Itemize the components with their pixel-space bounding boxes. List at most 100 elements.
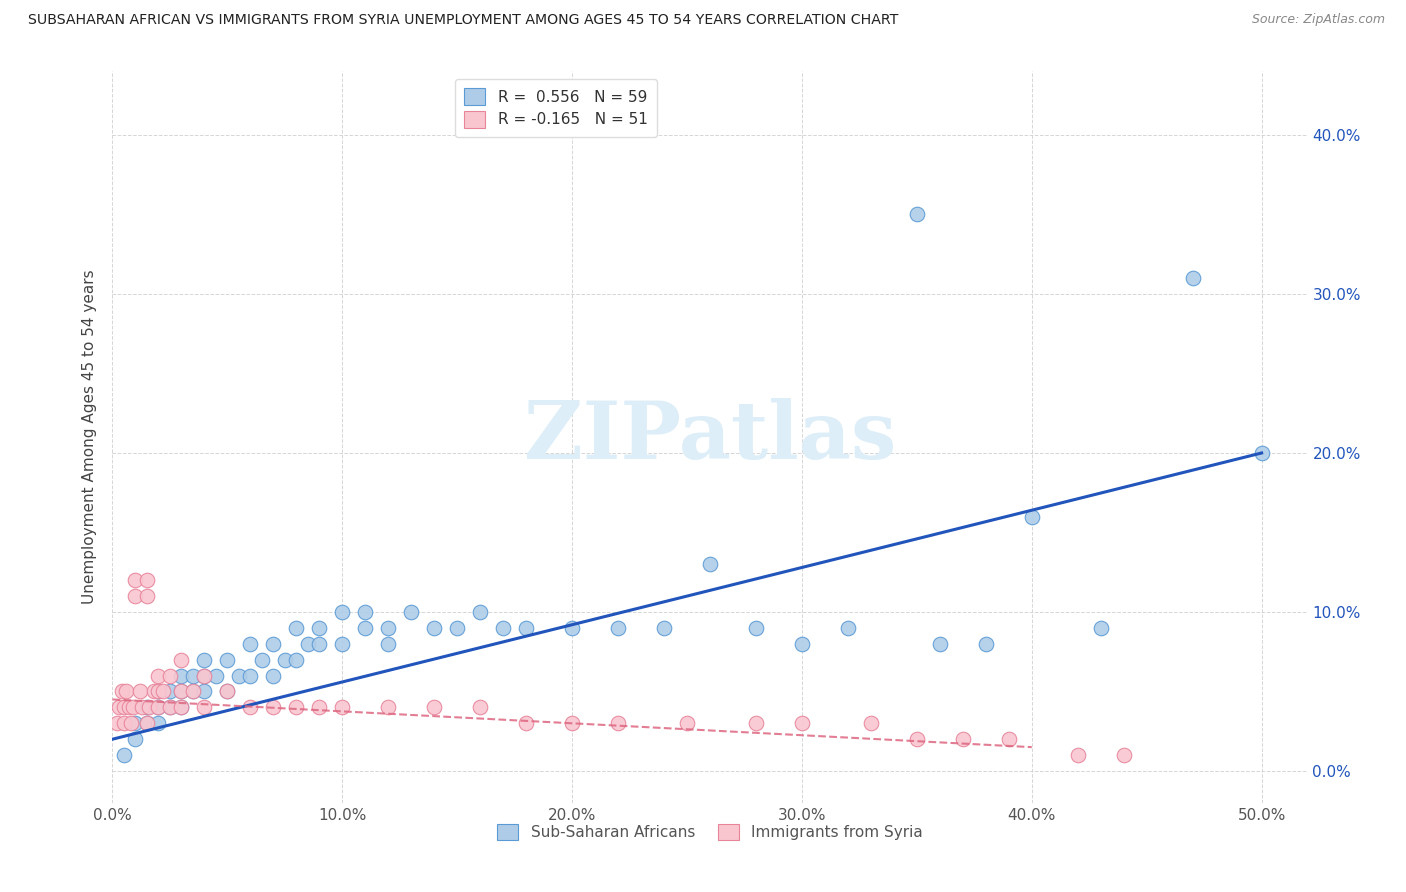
Point [330, 637, 353, 651]
Point [285, 621, 308, 635]
Point [377, 637, 399, 651]
Point [124, 716, 146, 731]
Point [170, 684, 193, 698]
Point [148, 716, 170, 731]
Point [193, 668, 215, 682]
Point [105, 716, 128, 731]
Point [607, 621, 630, 635]
Point [124, 573, 146, 587]
Point [699, 558, 721, 572]
Point [1067, 748, 1090, 763]
Point [159, 684, 181, 698]
Point [1090, 621, 1112, 635]
Text: SUBSAHARAN AFRICAN VS IMMIGRANTS FROM SYRIA UNEMPLOYMENT AMONG AGES 45 TO 54 YEA: SUBSAHARAN AFRICAN VS IMMIGRANTS FROM SY… [28, 13, 898, 28]
Point [423, 700, 446, 714]
Point [492, 621, 515, 635]
Point [905, 207, 928, 221]
Point [354, 621, 377, 635]
Point [115, 684, 138, 698]
Point [262, 700, 284, 714]
Point [217, 684, 239, 698]
Point [652, 621, 675, 635]
Point [159, 700, 181, 714]
Point [120, 716, 142, 731]
Point [193, 653, 215, 667]
Point [117, 700, 139, 714]
Point [285, 700, 308, 714]
Point [515, 716, 537, 731]
Point [515, 621, 537, 635]
Point [790, 716, 813, 731]
Point [170, 653, 193, 667]
Point [111, 684, 134, 698]
Y-axis label: Unemployment Among Ages 45 to 54 years: Unemployment Among Ages 45 to 54 years [82, 269, 97, 605]
Point [159, 700, 181, 714]
Text: Source: ZipAtlas.com: Source: ZipAtlas.com [1251, 13, 1385, 27]
Point [148, 700, 170, 714]
Point [112, 700, 135, 714]
Point [377, 700, 399, 714]
Point [1112, 748, 1135, 763]
Legend: Sub-Saharan Africans, Immigrants from Syria: Sub-Saharan Africans, Immigrants from Sy… [491, 817, 929, 847]
Point [170, 700, 193, 714]
Point [239, 668, 262, 682]
Point [285, 653, 308, 667]
Point [122, 700, 145, 714]
Point [354, 605, 377, 619]
Point [308, 621, 330, 635]
Point [837, 621, 859, 635]
Point [998, 732, 1021, 747]
Point [607, 716, 630, 731]
Point [262, 637, 284, 651]
Point [377, 621, 399, 635]
Point [470, 700, 492, 714]
Point [136, 573, 159, 587]
Point [676, 716, 699, 731]
Point [952, 732, 974, 747]
Point [129, 684, 152, 698]
Point [561, 621, 583, 635]
Point [262, 668, 284, 682]
Point [446, 621, 468, 635]
Point [170, 700, 193, 714]
Point [239, 700, 262, 714]
Point [217, 684, 239, 698]
Point [170, 684, 193, 698]
Point [1021, 509, 1043, 524]
Point [250, 653, 273, 667]
Point [745, 716, 768, 731]
Point [859, 716, 882, 731]
Point [136, 700, 159, 714]
Point [181, 684, 204, 698]
Point [905, 732, 928, 747]
Point [148, 684, 170, 698]
Point [142, 684, 165, 698]
Point [308, 637, 330, 651]
Point [193, 700, 215, 714]
Point [112, 748, 135, 763]
Point [745, 621, 768, 635]
Point [928, 637, 950, 651]
Point [148, 668, 170, 682]
Point [181, 684, 204, 698]
Point [124, 732, 146, 747]
Point [217, 653, 239, 667]
Point [239, 637, 262, 651]
Point [1250, 446, 1272, 460]
Point [1181, 271, 1204, 285]
Point [561, 716, 583, 731]
Point [181, 668, 204, 682]
Point [330, 605, 353, 619]
Point [193, 668, 215, 682]
Point [131, 700, 153, 714]
Point [297, 637, 319, 651]
Point [136, 716, 159, 731]
Point [148, 700, 170, 714]
Point [159, 668, 181, 682]
Point [790, 637, 813, 651]
Point [470, 605, 492, 619]
Point [423, 621, 446, 635]
Text: ZIPatlas: ZIPatlas [524, 398, 896, 476]
Point [193, 684, 215, 698]
Point [136, 716, 159, 731]
